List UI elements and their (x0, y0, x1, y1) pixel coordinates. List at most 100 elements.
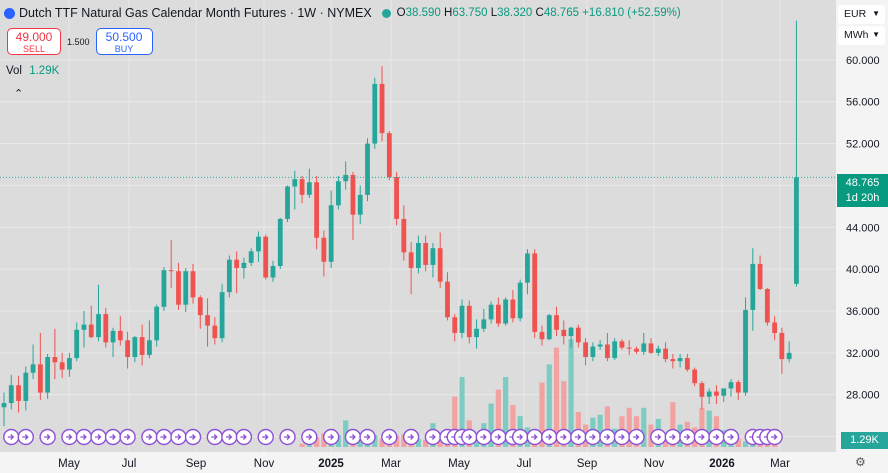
event-marker-arrow (284, 434, 291, 440)
chevron-down-icon: ▼ (872, 9, 880, 18)
candle-body (161, 270, 167, 307)
event-marker-arrow (531, 434, 538, 440)
candle-body (219, 292, 225, 339)
volume-legend-value: 1.29K (29, 65, 60, 77)
candle-body (546, 315, 552, 340)
plot-background (0, 0, 836, 452)
candle-body (394, 177, 399, 219)
volume-legend[interactable]: Vol 1.29K (6, 65, 59, 77)
volume-bar (372, 435, 378, 447)
candle-body (692, 369, 698, 384)
event-marker-arrow (589, 434, 596, 440)
volume-bar (423, 440, 429, 447)
candle-body (176, 271, 181, 305)
candle-body (481, 319, 487, 329)
volume-bar (379, 439, 385, 447)
candle-body (103, 314, 109, 343)
candle-body (379, 83, 385, 134)
unit-select[interactable]: MWh ▼ (838, 26, 885, 45)
candle-body (619, 341, 625, 348)
time-tick-label: Mar (381, 458, 401, 470)
event-marker-arrow (225, 434, 233, 440)
chevron-down-icon: ▼ (872, 30, 880, 39)
candle-body (8, 385, 14, 404)
candle-body (706, 391, 712, 397)
event-marker-arrow (574, 434, 582, 440)
event-marker-arrow (771, 434, 778, 440)
candle-body (357, 194, 363, 215)
candle-body (670, 359, 676, 362)
event-marker-arrow (80, 434, 87, 440)
last-price-tag: 48.765 1d 20h (837, 174, 888, 207)
time-tick-label: Mar (770, 458, 790, 470)
market-status-icon (381, 8, 391, 18)
symbol-title[interactable]: Dutch TTF Natural Gas Calendar Month Fut… (19, 6, 372, 20)
event-marker-arrow (516, 434, 524, 440)
volume-bar (597, 414, 603, 447)
candle-body (641, 343, 647, 352)
candle-body (772, 322, 778, 333)
candle-body (437, 248, 443, 282)
volume-tag: 1.29K (841, 432, 888, 449)
event-marker-arrow (262, 434, 269, 440)
ohlc-open-value: 38.590 (405, 7, 441, 19)
candle-body (445, 281, 450, 318)
candle-body (779, 332, 785, 360)
event-marker-arrow (44, 434, 51, 440)
currency-select[interactable]: EUR ▼ (838, 5, 885, 24)
time-tick-label: Jul (517, 458, 532, 470)
price-axis-background (836, 0, 888, 473)
candle-body (764, 289, 770, 323)
sell-button[interactable]: 49.000 SELL (7, 28, 61, 55)
candle-body (684, 358, 690, 370)
event-marker-arrow (22, 434, 29, 440)
candle-body (110, 330, 116, 343)
candle-body (1, 403, 7, 408)
candle-body (328, 205, 334, 262)
event-marker-arrow (669, 434, 676, 440)
time-tick-label: May (448, 458, 470, 470)
price-tick-label: 32.000 (846, 348, 880, 360)
volume-bar (662, 435, 669, 447)
candle-body (415, 242, 421, 269)
candle-body (634, 348, 639, 352)
event-marker-arrow (109, 434, 116, 440)
candle-body (350, 174, 356, 215)
candle-body (299, 179, 305, 195)
event-marker-arrow (327, 434, 335, 440)
price-tick-label: 28.000 (846, 390, 880, 402)
candle-body (714, 391, 719, 396)
volume-bar (335, 435, 342, 447)
event-marker-arrow (189, 434, 196, 440)
candle-body (314, 182, 320, 238)
candle-body (154, 306, 160, 341)
event-marker-arrow (618, 434, 625, 440)
candle-body (190, 271, 196, 298)
buy-label: BUY (114, 44, 134, 54)
candle-body (699, 383, 705, 397)
buy-button[interactable]: 50.500 BUY (95, 28, 153, 55)
event-marker-arrow (407, 434, 415, 440)
time-tick-label: 2025 (318, 458, 344, 470)
time-axis-background (0, 452, 888, 473)
candle-body (117, 330, 123, 341)
volume-bar (604, 406, 611, 447)
candle-body (568, 327, 574, 337)
candle-body (423, 242, 429, 265)
ohlc-low-value: 38.320 (497, 7, 533, 19)
candle-body (197, 297, 203, 316)
candle-body (728, 382, 734, 389)
candle-body (52, 357, 58, 363)
ohlc-low-label: L (490, 7, 498, 19)
event-marker-arrow (480, 434, 487, 440)
event-marker-arrow (124, 434, 131, 440)
settings-gear-icon[interactable]: ⚙ (855, 455, 866, 469)
time-tick-label: 2026 (709, 458, 735, 470)
candle-body (466, 305, 472, 338)
candle-body (561, 329, 567, 337)
event-marker-arrow (545, 434, 553, 440)
trade-buttons: 49.000 SELL 1.500 50.500 BUY (7, 28, 153, 55)
collapse-legend-icon[interactable]: ⌃ (14, 88, 24, 100)
